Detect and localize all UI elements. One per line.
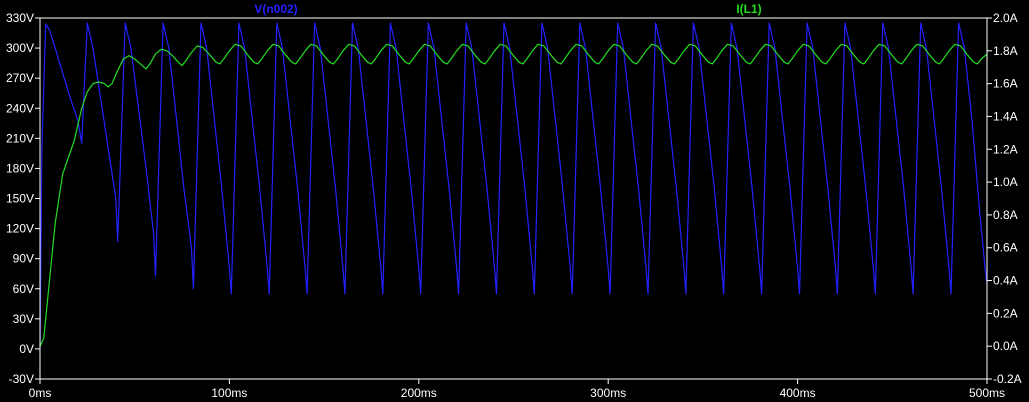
x-tick-label: 500ms — [969, 386, 1005, 400]
x-tick-label: 300ms — [590, 386, 626, 400]
x-tick-label: 100ms — [211, 386, 247, 400]
y-right-tick-label: 0.2A — [993, 306, 1018, 320]
y-left-tick-label: 30V — [13, 312, 34, 326]
y-right-tick-label: 1.2A — [993, 142, 1018, 156]
y-left-tick-label: 270V — [6, 71, 34, 85]
y-right-tick-label: 0.8A — [993, 208, 1018, 222]
current-trace-line — [39, 43, 988, 347]
y-right-tick-label: 0.4A — [993, 274, 1018, 288]
x-tick-label: 0ms — [29, 386, 52, 400]
y-left-tick-label: 240V — [6, 101, 34, 115]
y-left-tick-label: 0V — [19, 342, 34, 356]
x-tick-label: 200ms — [401, 386, 437, 400]
traces-layer — [39, 22, 988, 349]
y-left-tick-label: 210V — [6, 131, 34, 145]
y-right-tick-label: 1.8A — [993, 44, 1018, 58]
x-tick-label: 400ms — [780, 386, 816, 400]
y-left-tick-label: 180V — [6, 161, 34, 175]
y-left-tick-label: 120V — [6, 222, 34, 236]
voltage-trace-line — [39, 22, 988, 349]
y-left-tick-label: -30V — [9, 372, 34, 386]
legend[interactable]: V(n002) I(L1) — [254, 2, 761, 16]
y-right-tick-label: 0.0A — [993, 339, 1018, 353]
ticks-layer: -30V 0V 30V 60V 90V 120V 150V 180V 210V 240V 270V 3… — [6, 11, 1022, 400]
y-right-tick-label: 1.6A — [993, 77, 1018, 91]
y-right-tick-label: 1.0A — [993, 175, 1018, 189]
y-right-tick-label: 0.6A — [993, 241, 1018, 255]
y-right-tick-label: -0.2A — [993, 372, 1022, 386]
y-right-tick-label: 1.4A — [993, 109, 1018, 123]
legend-current-trace-label[interactable]: I(L1) — [736, 2, 761, 16]
y-left-tick-label: 90V — [13, 252, 34, 266]
y-right-tick-label: 2.0A — [993, 11, 1018, 25]
y-left-tick-label: 330V — [6, 11, 34, 25]
y-left-tick-label: 150V — [6, 192, 34, 206]
y-left-tick-label: 300V — [6, 41, 34, 55]
y-left-tick-label: 60V — [13, 282, 34, 296]
legend-voltage-trace-label[interactable]: V(n002) — [254, 2, 297, 16]
